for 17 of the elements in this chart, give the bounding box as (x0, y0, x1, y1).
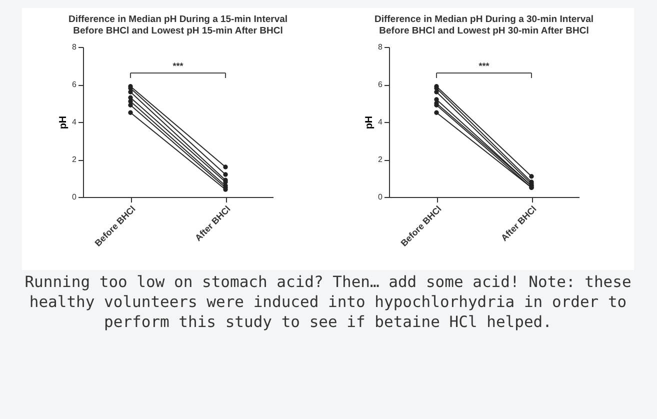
y-tick-label: 8 (378, 42, 384, 52)
y-tick-label: 2 (378, 155, 384, 164)
y-tick-label: 6 (72, 80, 78, 89)
annotation: *** (172, 61, 184, 71)
y-tick-label: 4 (378, 118, 384, 126)
y-tick-label: 8 (72, 42, 78, 52)
y-tick-label: 0 (72, 192, 78, 202)
y-tick-label: 6 (378, 80, 384, 89)
y-tick-label: 4 (72, 118, 78, 126)
y-tick-label: 0 (378, 192, 384, 202)
y-tick-label: 2 (72, 155, 78, 164)
text: Running too low on stomach acid? Then… add some acid! Note: these healthy volunteers were induced into hypochlorhydria in order to perform this study to see if betaine HCl helped. (24, 272, 632, 332)
y-axis-title: pH (364, 116, 376, 130)
chart-title: Difference in Median pH During a 30-min Interval Before BHCl and Lowest pH 30-min After BHCl (374, 14, 594, 36)
chart-title: Difference in Median pH During a 15-min Interval Before BHCl and Lowest pH 15-min After BHCl (68, 14, 288, 36)
y-axis-title: pH (58, 116, 70, 130)
annotation: *** (478, 61, 490, 71)
